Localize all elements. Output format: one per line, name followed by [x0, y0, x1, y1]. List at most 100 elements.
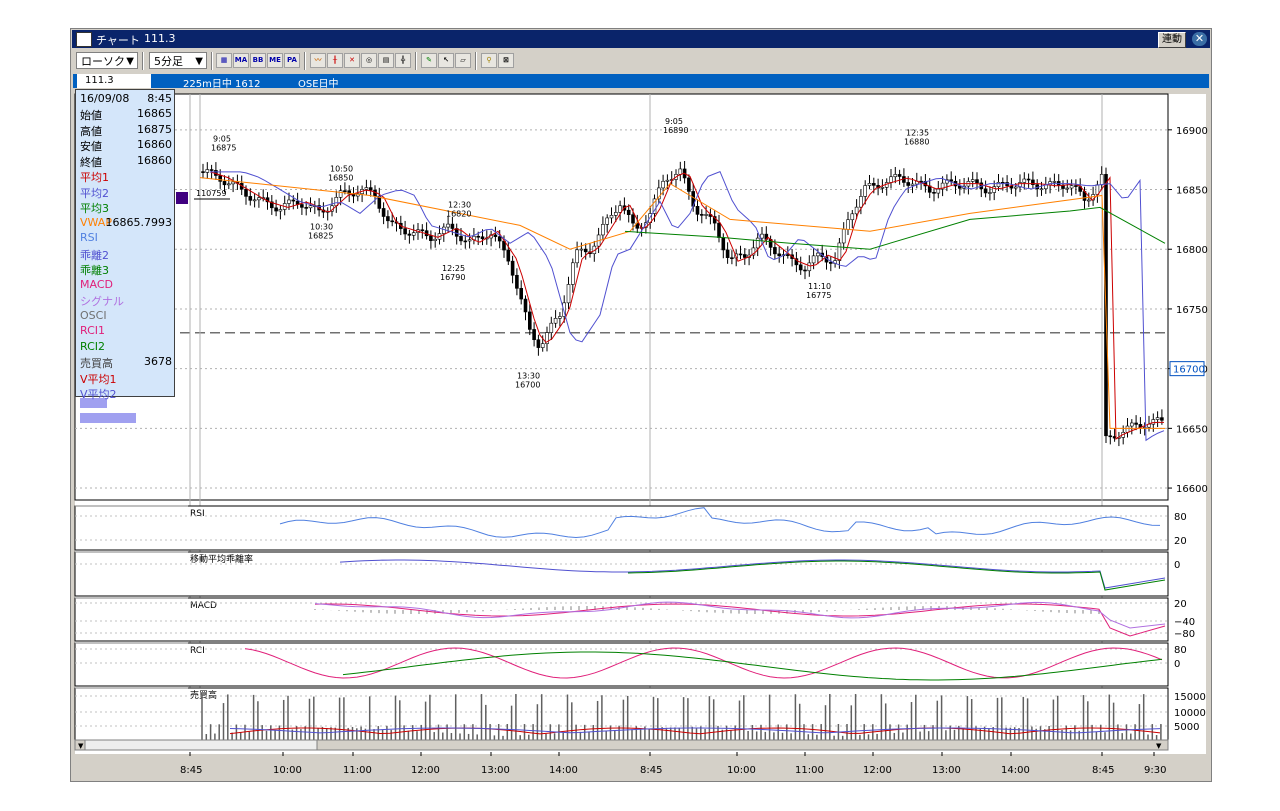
candle-body — [527, 311, 532, 330]
info-row: 平均2 — [80, 185, 172, 200]
candle-body — [695, 206, 700, 215]
ma-button[interactable]: MA — [233, 53, 249, 68]
price-tick-label: 16800 — [1176, 245, 1208, 256]
candle-body — [381, 208, 386, 217]
bb-button[interactable]: BB — [250, 53, 266, 68]
candle-body — [996, 182, 1001, 187]
candle-body — [420, 229, 425, 232]
candle-body — [441, 226, 446, 234]
candle-body — [605, 217, 610, 225]
rci-tick-label: 80 — [1174, 645, 1187, 656]
magnifier-icon[interactable]: ◎ — [361, 53, 377, 68]
info-row-label: 乖離3 — [80, 264, 109, 277]
candle-body — [897, 174, 902, 177]
session-name: OSE日中 — [298, 79, 339, 90]
rci2-line — [342, 651, 1163, 681]
grid-icon[interactable]: ▤ — [378, 53, 394, 68]
info-row-label: 平均3 — [80, 202, 109, 215]
candle-body — [459, 236, 463, 242]
candle-chart-icon[interactable]: ╫ — [327, 53, 343, 68]
annotation-price: 16790 — [440, 273, 465, 282]
candle-body — [467, 239, 472, 242]
delete-lines-icon[interactable]: ⊠ — [498, 53, 514, 68]
candle-body — [940, 182, 945, 190]
candle-body — [218, 175, 222, 182]
interval-label: 5分足 — [154, 55, 183, 68]
candle-body — [536, 339, 541, 348]
candle-body — [687, 177, 691, 192]
candle-body — [1026, 178, 1031, 181]
eraser-icon[interactable]: ▱ — [455, 53, 471, 68]
candle-body — [730, 257, 734, 259]
time-tick-label: 10:00 — [273, 765, 302, 776]
candle-body — [837, 242, 842, 261]
candle-body — [889, 176, 893, 183]
candle-body — [665, 179, 670, 182]
info-row-value: 16875 — [137, 122, 172, 136]
candle-body — [515, 274, 519, 289]
candle-body — [1155, 417, 1160, 420]
candle-body — [553, 318, 558, 324]
search-icon[interactable]: ⚲ — [481, 53, 497, 68]
macd-tick-label: −80 — [1174, 629, 1195, 640]
candle-body — [209, 169, 214, 171]
volume-tick-label: 5000 — [1174, 722, 1199, 733]
info-row: V平均1 — [80, 371, 172, 386]
cursor-icon[interactable]: ↖ — [438, 53, 454, 68]
rsi-line — [279, 507, 1161, 539]
candle-body — [755, 237, 760, 249]
candle-body — [932, 191, 936, 194]
annotation-price: 16820 — [446, 209, 471, 218]
info-row: RSI — [80, 231, 172, 246]
candle-body — [476, 235, 481, 238]
info-row-value: 16865 — [137, 107, 172, 120]
info-row-label: V平均2 — [80, 388, 117, 401]
ma2-line — [210, 170, 1165, 442]
candle-body — [777, 253, 782, 257]
candle-body — [304, 207, 308, 209]
rci-tick-label: 0 — [1174, 659, 1180, 670]
toolbar-separator — [475, 52, 477, 70]
candle-body — [583, 248, 588, 253]
info-row: 安値 16860 — [80, 138, 172, 153]
candle-body — [433, 238, 438, 241]
chart-type-select[interactable]: ローソク ▼ — [76, 52, 138, 69]
candle-body — [846, 219, 850, 230]
interval-select[interactable]: 5分足 ▼ — [149, 52, 207, 69]
line-chart-icon[interactable]: 〰 — [310, 53, 326, 68]
pa-button[interactable]: PA — [284, 53, 300, 68]
candle-body — [618, 205, 622, 213]
candle-body — [506, 249, 511, 262]
info-row: 高値 16875 — [80, 123, 172, 138]
price-chart[interactable]: 16900 16850 16800 16750 16700 16650 16600 16700… — [70, 88, 1210, 780]
chevron-down-icon: ▼ — [126, 56, 134, 67]
candle-body — [988, 192, 992, 194]
candle-body — [721, 237, 726, 251]
time-tick-label: 8:45 — [1092, 765, 1114, 776]
candle-body — [975, 179, 979, 184]
horizontal-scrollbar — [74, 739, 1169, 751]
annotation-time: 12:25 — [442, 264, 465, 273]
info-row: 売買高 3678 — [80, 355, 172, 370]
bars-icon[interactable]: ╬ — [395, 53, 411, 68]
annotation-time: 12:35 — [906, 129, 929, 138]
price-tick-label: 16600 — [1176, 484, 1208, 495]
link-button[interactable]: 連動 — [1158, 32, 1186, 48]
toolbar-separator — [142, 52, 144, 70]
pencil-icon[interactable]: ✎ — [421, 53, 437, 68]
me-button[interactable]: ME — [267, 53, 283, 68]
chart-settings-icon[interactable]: ▦ — [216, 53, 232, 68]
candle-body — [652, 198, 657, 214]
time-tick-label: 12:00 — [411, 765, 440, 776]
info-row-value: 3678 — [144, 355, 172, 368]
candle-body — [919, 180, 923, 183]
pointer-chart-icon[interactable]: ✕ — [344, 53, 360, 68]
info-row-value: 16865.7993 — [105, 215, 172, 229]
candle-body — [407, 233, 412, 236]
time-tick-label: 13:00 — [932, 765, 961, 776]
current-price-box — [1169, 361, 1205, 377]
close-icon[interactable]: ✕ — [1192, 32, 1207, 46]
candle-body — [205, 169, 210, 173]
current-value: 111.3 — [77, 74, 151, 88]
chart-type-label: ローソク — [81, 55, 125, 68]
